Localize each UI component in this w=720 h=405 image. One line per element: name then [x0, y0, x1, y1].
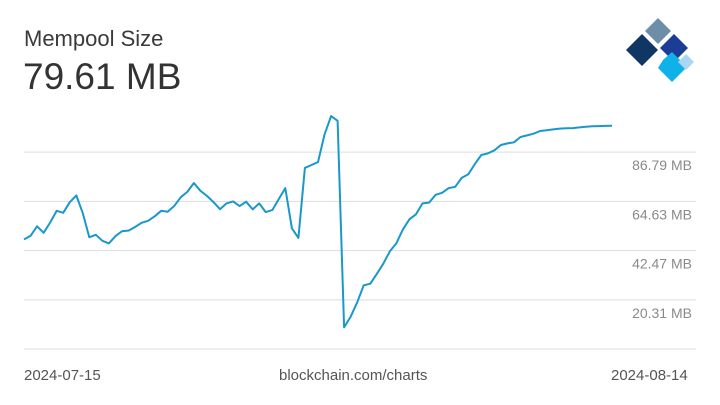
- series-line: [23, 115, 613, 329]
- logo-small-tile: [678, 54, 694, 70]
- y-tick-label: 20.31 MB: [632, 305, 692, 321]
- end-date-label: 2024-08-14: [611, 367, 688, 384]
- current-value: 79.61 MB: [23, 56, 182, 97]
- y-tick-label: 64.63 MB: [632, 206, 692, 222]
- y-tick-label: 42.47 MB: [632, 256, 692, 272]
- logo-top-tile: [645, 18, 671, 44]
- logo-left-tile: [626, 34, 658, 66]
- blockchain-logo-icon: [626, 18, 694, 82]
- grid-layer: [24, 151, 696, 350]
- source-label: blockchain.com/charts: [279, 367, 428, 384]
- y-tick-label: 86.79 MB: [632, 157, 692, 173]
- logo-bottom-tile: [658, 52, 687, 82]
- start-date-label: 2024-07-15: [24, 367, 101, 384]
- logo-right-tile: [660, 34, 688, 62]
- tick-layer: 20.31 MB 42.47 MB 64.63 MB 86.79 MB: [632, 157, 692, 321]
- chart-title: Mempool Size: [24, 26, 164, 51]
- series-layer: [23, 115, 613, 329]
